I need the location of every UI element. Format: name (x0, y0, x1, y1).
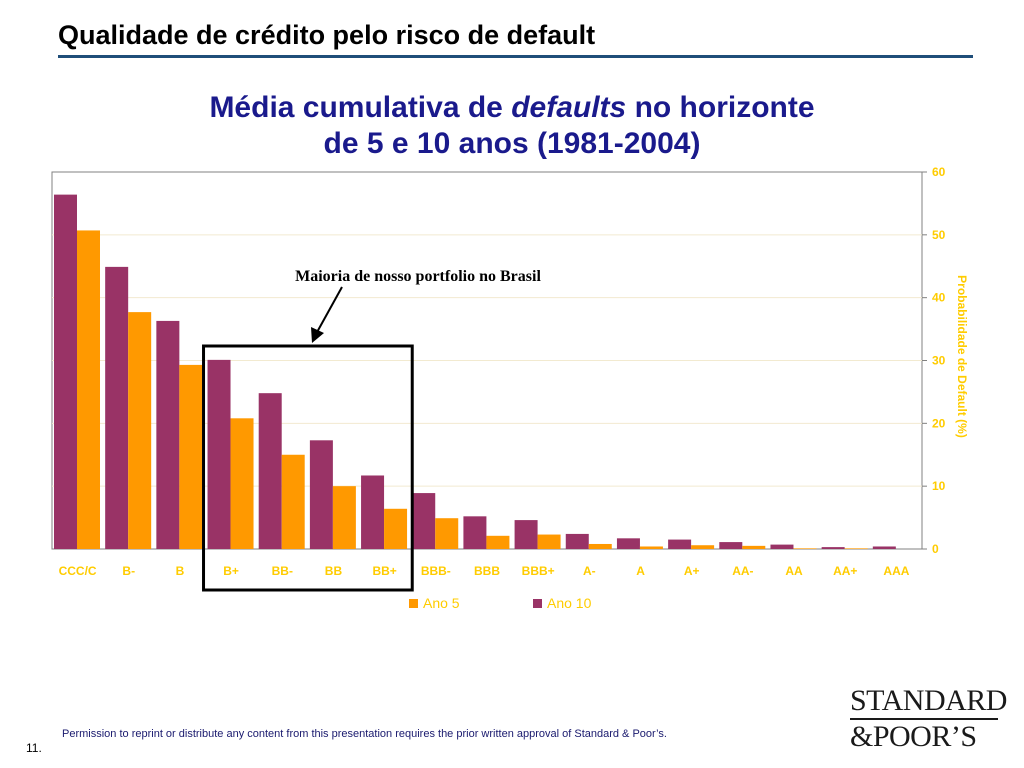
page-number: 11. (26, 741, 42, 755)
bar-ano5-AA+ (844, 548, 868, 549)
annotation-text: Maioria de nosso portfolio no Brasil (295, 268, 541, 285)
chart-title-line2: de 5 e 10 anos (1981-2004) (323, 127, 701, 160)
bar-ano10-AA (770, 544, 794, 549)
bar-ano5-B+ (230, 418, 254, 549)
standard-and-poors-logo: STANDARD &POOR’S (850, 684, 1007, 753)
bar-ano10-AAA (872, 546, 896, 549)
x-tick-label: BB+ (372, 564, 396, 578)
logo-line2: &POOR’S (850, 720, 977, 753)
x-tick-label: A+ (684, 564, 700, 578)
bar-ano5-BBB+ (537, 534, 561, 549)
bar-ano10-A- (565, 533, 589, 549)
footer-note: Permission to reprint or distribute any … (62, 728, 667, 740)
annotation-arrow-line (315, 286, 343, 335)
bar-ano10-BBB (463, 516, 487, 549)
bar-ano5-CCC/C (77, 230, 100, 549)
chart-title-prefix: Média cumulativa de (209, 91, 512, 124)
bar-ano5-BB (332, 486, 356, 549)
bar-ano5-B (179, 364, 203, 549)
x-tick-label: A (636, 564, 645, 578)
y-tick-label: 20 (932, 416, 946, 430)
legend-label-ano-5: Ano 5 (423, 595, 460, 611)
logo-rule (850, 718, 998, 720)
x-tick-label: AAA (883, 564, 909, 578)
bar-ano10-BB+ (361, 475, 385, 549)
bar-ano10-BB- (258, 393, 282, 549)
y-axis-label: Probabilidade de Default (%) (955, 275, 969, 438)
bar-ano5-A- (588, 543, 612, 549)
bar-ano10-B- (105, 266, 129, 549)
bar-ano10-AA+ (821, 547, 845, 549)
logo-line1: STANDARD (850, 684, 1007, 717)
bar-ano10-BB (309, 440, 333, 549)
x-tick-label: CCC/C (59, 564, 97, 578)
x-tick-label: BB- (272, 564, 293, 578)
bar-ano10-CCC/C (54, 194, 77, 549)
y-tick-label: 0 (932, 542, 939, 556)
bar-ano10-BBB+ (514, 520, 538, 549)
bar-ano10-BBB- (412, 493, 436, 549)
bar-ano5-AA (793, 548, 817, 549)
chart-title: Média cumulativa de defaults no horizont… (0, 90, 1024, 162)
annotation-arrow-head (311, 327, 324, 343)
bar-ano5-BB- (281, 454, 305, 549)
y-tick-label: 40 (932, 291, 946, 305)
legend-swatch-ano-5 (409, 599, 418, 608)
bar-ano5-BB+ (384, 508, 408, 549)
page-title: Qualidade de crédito pelo risco de defau… (58, 20, 596, 50)
y-tick-label: 60 (932, 165, 946, 179)
bar-ano5-BBB (486, 535, 510, 549)
bar-ano5-BBB- (435, 518, 459, 549)
y-tick-label: 50 (932, 228, 946, 242)
bar-ano10-B+ (207, 359, 231, 549)
x-tick-label: BBB (474, 564, 500, 578)
y-tick-label: 30 (932, 354, 946, 368)
legend-swatch-ano-10 (533, 599, 542, 608)
chart-title-emphasis: defaults (511, 91, 627, 124)
x-tick-label: AA (785, 564, 803, 578)
x-tick-label: B+ (223, 564, 239, 578)
chart-title-suffix: no horizonte (626, 91, 815, 124)
x-tick-label: BBB+ (522, 564, 555, 578)
title-divider (58, 55, 973, 58)
x-tick-label: BB (325, 564, 343, 578)
highlight-box (202, 344, 414, 592)
bar-ano5-A+ (691, 545, 715, 549)
bar-ano10-AA- (719, 542, 743, 549)
bar-ano5-A (639, 546, 663, 549)
bar-ano10-A+ (668, 539, 692, 549)
x-tick-label: B (176, 564, 185, 578)
x-tick-label: BBB- (421, 564, 451, 578)
bar-ano5-B- (128, 312, 152, 549)
bar-ano10-B (156, 320, 180, 549)
y-tick-label: 10 (932, 479, 946, 493)
bar-ano5-AA- (742, 545, 766, 549)
x-tick-label: AA+ (833, 564, 857, 578)
legend-label-ano-10: Ano 10 (547, 595, 592, 611)
x-tick-label: A- (583, 564, 596, 578)
bar-ano10-A (616, 538, 640, 549)
x-tick-label: B- (122, 564, 135, 578)
x-tick-label: AA- (732, 564, 753, 578)
